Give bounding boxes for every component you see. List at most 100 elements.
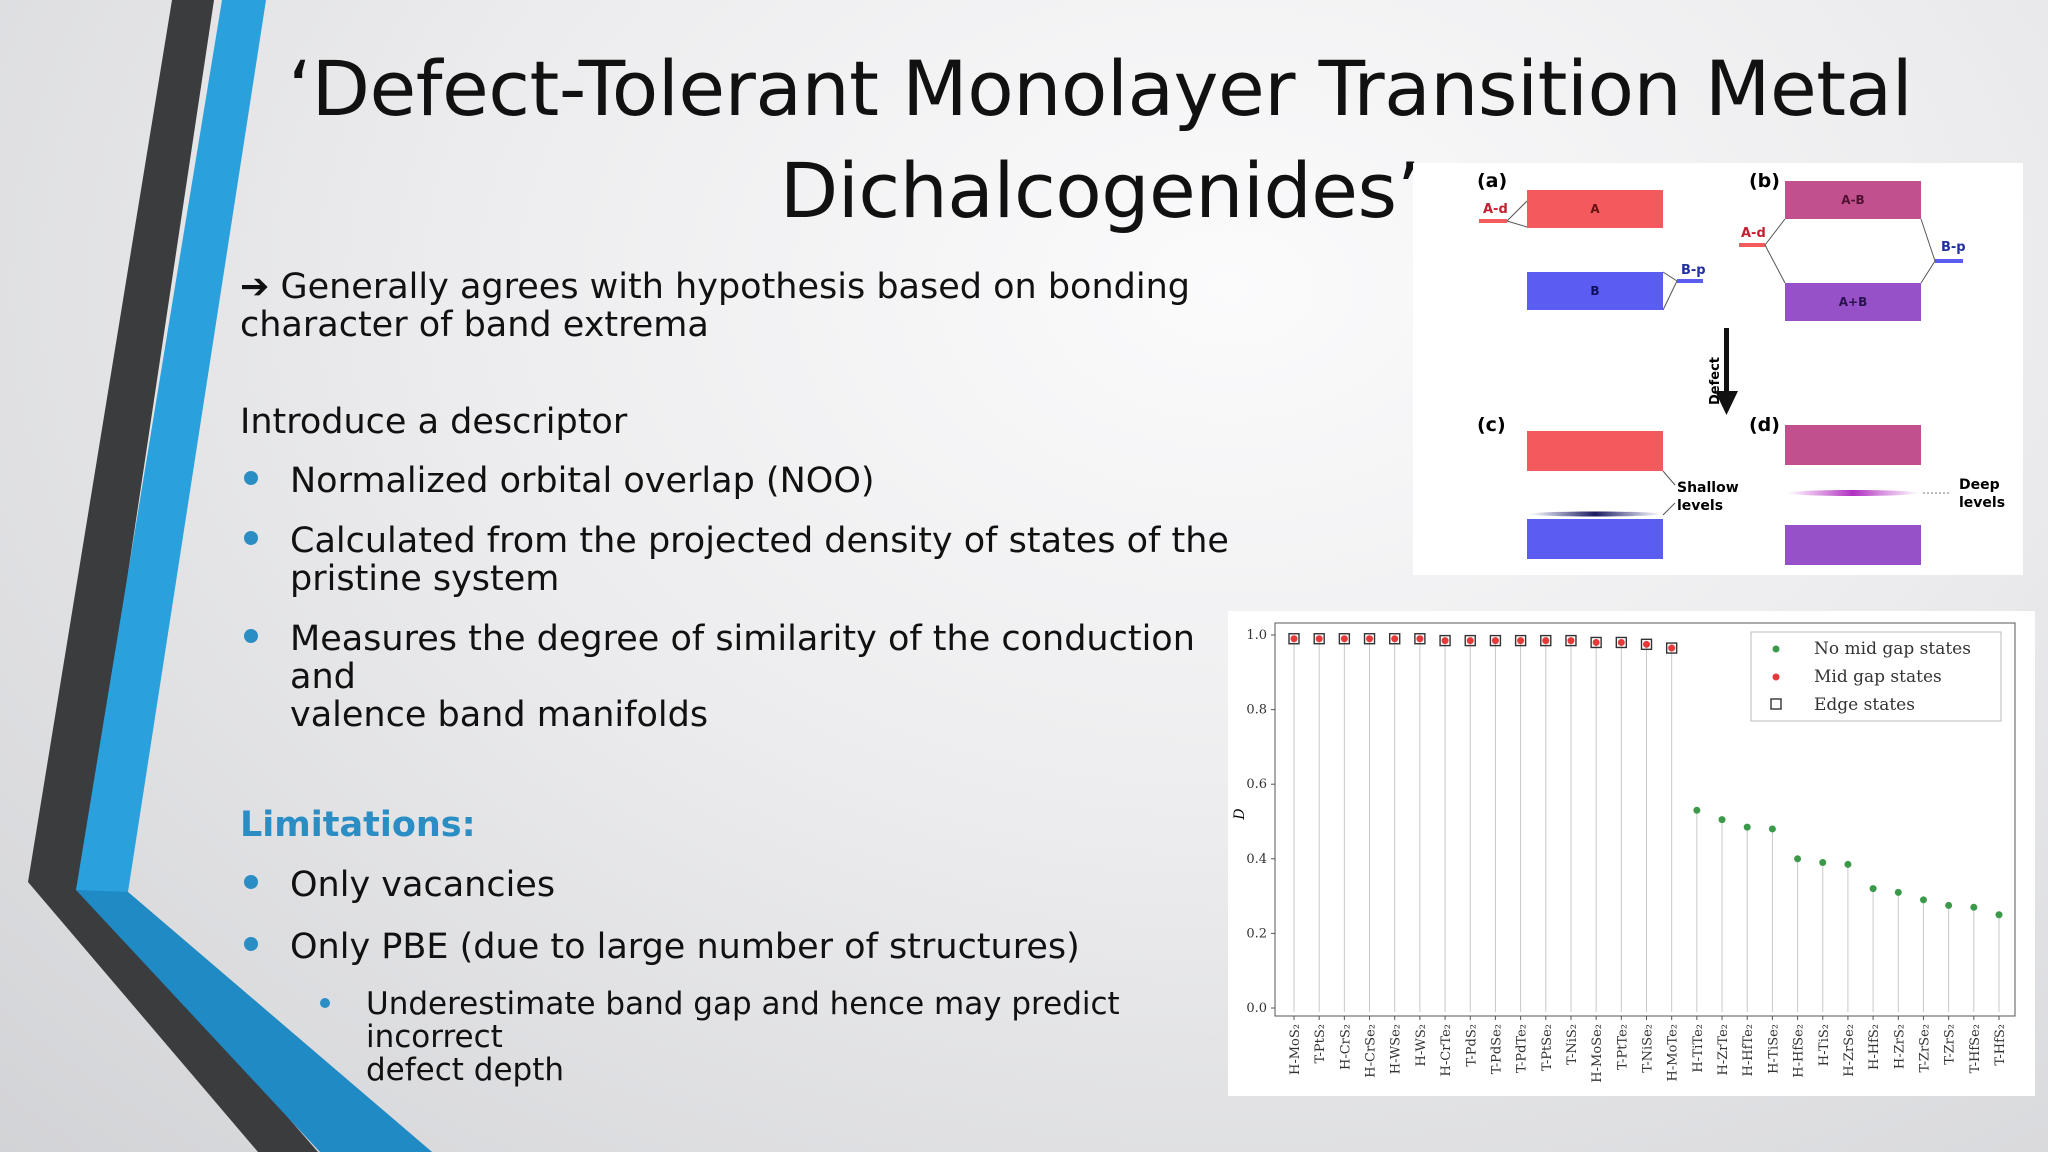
data-point — [1491, 637, 1499, 645]
x-tick-label: H-HfS₂ — [1867, 1024, 1882, 1070]
data-point — [1542, 637, 1550, 645]
data-point — [1617, 638, 1625, 646]
data-point — [1919, 896, 1927, 904]
legend-label: Mid gap states — [1814, 667, 1942, 687]
label-b-B-p: B-p — [1941, 240, 1966, 255]
data-point — [1970, 903, 1978, 911]
band-B-label: B — [1590, 284, 1599, 298]
bullet-dot — [244, 937, 258, 951]
data-point — [1391, 635, 1399, 643]
data-point-edge — [1363, 633, 1376, 645]
title-line: Dichalcogenides’ — [779, 146, 1421, 235]
panel-label-b: (b) — [1749, 170, 1780, 192]
connector-line — [1506, 220, 1528, 228]
band-A — [1527, 190, 1663, 228]
data-point — [1567, 637, 1575, 645]
connector-line — [1662, 271, 1678, 282]
data-point — [1819, 859, 1827, 867]
slide-title: ‘Defect-Tolerant Monolayer Transition Me… — [250, 38, 1950, 242]
data-point-edge — [1665, 642, 1678, 654]
x-tick-label: H-ZrSe₂ — [1842, 1024, 1857, 1077]
list-item: Measures the degree of similarity of the… — [240, 620, 1230, 734]
y-tick-label: 0.0 — [1246, 1001, 1267, 1016]
band-A-plus-B-label: A+B — [1839, 295, 1868, 309]
down-arrow-icon — [1715, 391, 1738, 415]
data-point — [1995, 911, 2003, 919]
data-point — [1794, 855, 1802, 863]
label-B-p: B-p — [1681, 263, 1706, 278]
x-tick-label: H-TiSe₂ — [1766, 1024, 1781, 1074]
data-point — [1315, 635, 1323, 643]
x-tick-label: H-CrTe₂ — [1439, 1024, 1454, 1076]
data-point — [1743, 823, 1751, 831]
y-tick-label: 0.4 — [1246, 852, 1267, 867]
connector-line — [1506, 200, 1528, 222]
y-tick-label: 0.2 — [1246, 926, 1267, 941]
shallow-level — [1529, 511, 1661, 517]
panel-label-a: (a) — [1477, 170, 1507, 192]
x-tick-label: T-PdTe₂ — [1515, 1024, 1530, 1073]
chart-svg: 0.0 0.2 0.4 0.6 0.8 1.0 H-MoS₂ T-PtS₂ H-CrS₂ H-C… — [1232, 622, 2016, 1083]
x-tick-label: T-PdS₂ — [1464, 1024, 1479, 1067]
x-tick-label: H-MoTe₂ — [1666, 1024, 1681, 1081]
shallow-levels-label: levels — [1677, 498, 1723, 514]
arrow-point-line: character of band extrema — [240, 305, 709, 345]
x-tick-label: H-WSe₂ — [1389, 1024, 1404, 1074]
x-tick-label: H-TiS₂ — [1817, 1024, 1832, 1066]
y-axis-label: D — [1232, 808, 1248, 820]
legend-square-icon — [1770, 698, 1782, 710]
x-tick-label: T-NiSe₂ — [1641, 1024, 1656, 1073]
data-point — [1768, 825, 1776, 833]
list-item: Normalized orbital overlap (NOO) — [240, 462, 1230, 500]
data-point-edge — [1414, 633, 1426, 645]
data-point-edge — [1540, 634, 1552, 647]
x-tick-label: T-ZrS₂ — [1943, 1024, 1958, 1065]
descriptor-list: Normalized orbital overlap (NOO) Calcula… — [240, 462, 1230, 734]
right-arrow-icon: ➔ — [240, 267, 270, 307]
connector-line — [1920, 260, 1936, 284]
legend-label: No mid gap states — [1814, 639, 1971, 659]
y-tick-label: 1.0 — [1246, 628, 1267, 643]
list-item: Calculated from the projected density of… — [240, 522, 1230, 598]
connector-line — [1764, 218, 1786, 246]
deep-levels-label: levels — [1959, 495, 2005, 511]
x-tick-label: T-HfS₂ — [1993, 1024, 2008, 1066]
B-p-level — [1677, 279, 1703, 283]
label-b-A-d: A-d — [1741, 226, 1766, 241]
data-points — [1288, 633, 2003, 919]
deep-label: Deep — [1959, 477, 2000, 493]
x-tick-label: H-MoSe₂ — [1590, 1024, 1605, 1083]
band-A-label: A — [1590, 202, 1600, 216]
x-tick-label: H-CrSe₂ — [1364, 1024, 1379, 1078]
connector-line — [1920, 218, 1936, 262]
legend-green-dot-icon — [1772, 645, 1780, 653]
arrow-point: ➔ Generally agrees with hypothesis based… — [240, 268, 1230, 344]
sub-bullet-text: defect depth — [366, 1052, 565, 1088]
data-point-edge — [1464, 634, 1476, 647]
lower-blue-band — [76, 890, 432, 1152]
legend-box — [1750, 631, 2002, 722]
data-point — [1466, 637, 1474, 645]
x-tick-label: T-HfSe₂ — [1968, 1024, 1983, 1073]
band-diagram: (a) A-d A B-p B (b) A-B A-d B-p A+B Defe… — [1477, 170, 2005, 565]
stem-lines — [1293, 638, 2000, 1012]
x-tick-label: H-ZrS₂ — [1892, 1024, 1907, 1069]
x-tick-label: H-HfSe₂ — [1792, 1024, 1807, 1078]
x-tick-label: T-ZrSe₂ — [1917, 1024, 1932, 1072]
data-point-edge — [1640, 638, 1653, 651]
a-d-level — [1479, 219, 1507, 223]
data-point-edge — [1590, 636, 1602, 649]
data-point — [1869, 885, 1877, 893]
y-tick-label: 0.8 — [1246, 703, 1267, 718]
bullet-text: Only vacancies — [290, 865, 556, 905]
data-point-edge — [1514, 634, 1527, 647]
data-point — [1945, 901, 1953, 909]
deep-level — [1787, 490, 1919, 496]
x-tick-label: T-PdSe₂ — [1489, 1024, 1504, 1074]
limitations-list: Only vacancies Only PBE (due to large nu… — [240, 866, 1230, 1087]
data-point — [1416, 635, 1424, 643]
band-d-lower — [1785, 525, 1921, 565]
plot-frame — [1274, 622, 2016, 1017]
x-tick-label: H-MoS₂ — [1288, 1024, 1303, 1075]
sub-bullet-dot — [320, 998, 330, 1008]
